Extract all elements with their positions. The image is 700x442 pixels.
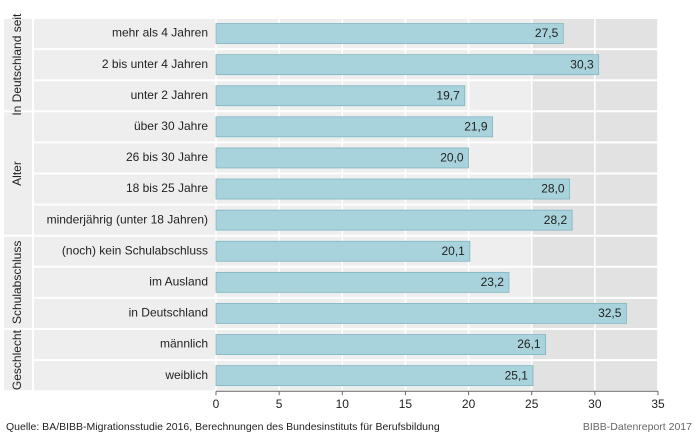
data-label: 19,7 xyxy=(436,88,460,102)
bar xyxy=(215,178,571,200)
group-label: Alter xyxy=(10,161,24,186)
category-label: männlich xyxy=(160,337,208,351)
category-label: in Deutschland xyxy=(129,306,208,320)
category-label: 2 bis unter 4 Jahren xyxy=(102,57,208,71)
category-label: über 30 Jahre xyxy=(134,119,208,133)
x-tick-label: 20 xyxy=(462,397,476,411)
group-band xyxy=(4,330,32,391)
group-band xyxy=(4,236,32,328)
bar xyxy=(215,334,547,355)
bar xyxy=(215,303,627,324)
x-tick-label: 25 xyxy=(525,397,539,411)
x-tick-label: 0 xyxy=(213,397,220,411)
group-band xyxy=(4,112,32,235)
data-label: 26,1 xyxy=(517,337,541,351)
data-label: 28,2 xyxy=(544,213,568,227)
bar xyxy=(215,271,510,293)
group-label: Geschlecht xyxy=(10,329,24,390)
bar-chart: In Deutschland seit Alter Schulabschluss Ge… xyxy=(4,13,665,411)
category-label: 18 bis 25 Jahre xyxy=(126,181,208,195)
category-label: mehr als 4 Jahren xyxy=(112,26,208,40)
category-label: unter 2 Jahren xyxy=(131,88,208,102)
data-label: 21,9 xyxy=(464,120,488,134)
bar xyxy=(215,209,573,231)
x-tick-label: 5 xyxy=(276,397,283,411)
x-tick-label: 30 xyxy=(588,397,602,411)
group-label: Schulabschluss xyxy=(10,241,24,324)
bar xyxy=(215,365,534,387)
bar xyxy=(215,85,466,107)
category-label: minderjährig (unter 18 Jahren) xyxy=(47,212,208,226)
data-label: 20,1 xyxy=(441,244,465,258)
group-label: In Deutschland seit xyxy=(10,13,24,116)
data-label: 28,0 xyxy=(541,182,565,196)
x-tick-label: 15 xyxy=(399,397,413,411)
category-label: (noch) kein Schulabschluss xyxy=(62,243,208,257)
bar xyxy=(215,116,493,138)
bar xyxy=(215,147,469,169)
bar xyxy=(215,23,564,44)
data-label: 32,5 xyxy=(598,306,622,320)
group-band xyxy=(4,19,32,111)
data-label: 25,1 xyxy=(505,368,529,382)
category-label: 26 bis 30 Jahre xyxy=(126,150,208,164)
report-credit: BIBB-Datenreport 2017 xyxy=(582,421,692,433)
bar xyxy=(215,54,600,76)
source-note: Quelle: BA/BIBB-Migrationsstudie 2016, B… xyxy=(6,421,440,433)
data-label: 30,3 xyxy=(570,57,594,71)
x-tick-label: 10 xyxy=(336,397,350,411)
category-label: weiblich xyxy=(164,368,208,382)
x-tick-label: 35 xyxy=(651,397,665,411)
bar xyxy=(215,240,471,262)
data-label: 27,5 xyxy=(535,26,559,40)
category-label: im Ausland xyxy=(149,275,208,289)
data-label: 23,2 xyxy=(481,275,505,289)
data-label: 20,0 xyxy=(440,151,464,165)
